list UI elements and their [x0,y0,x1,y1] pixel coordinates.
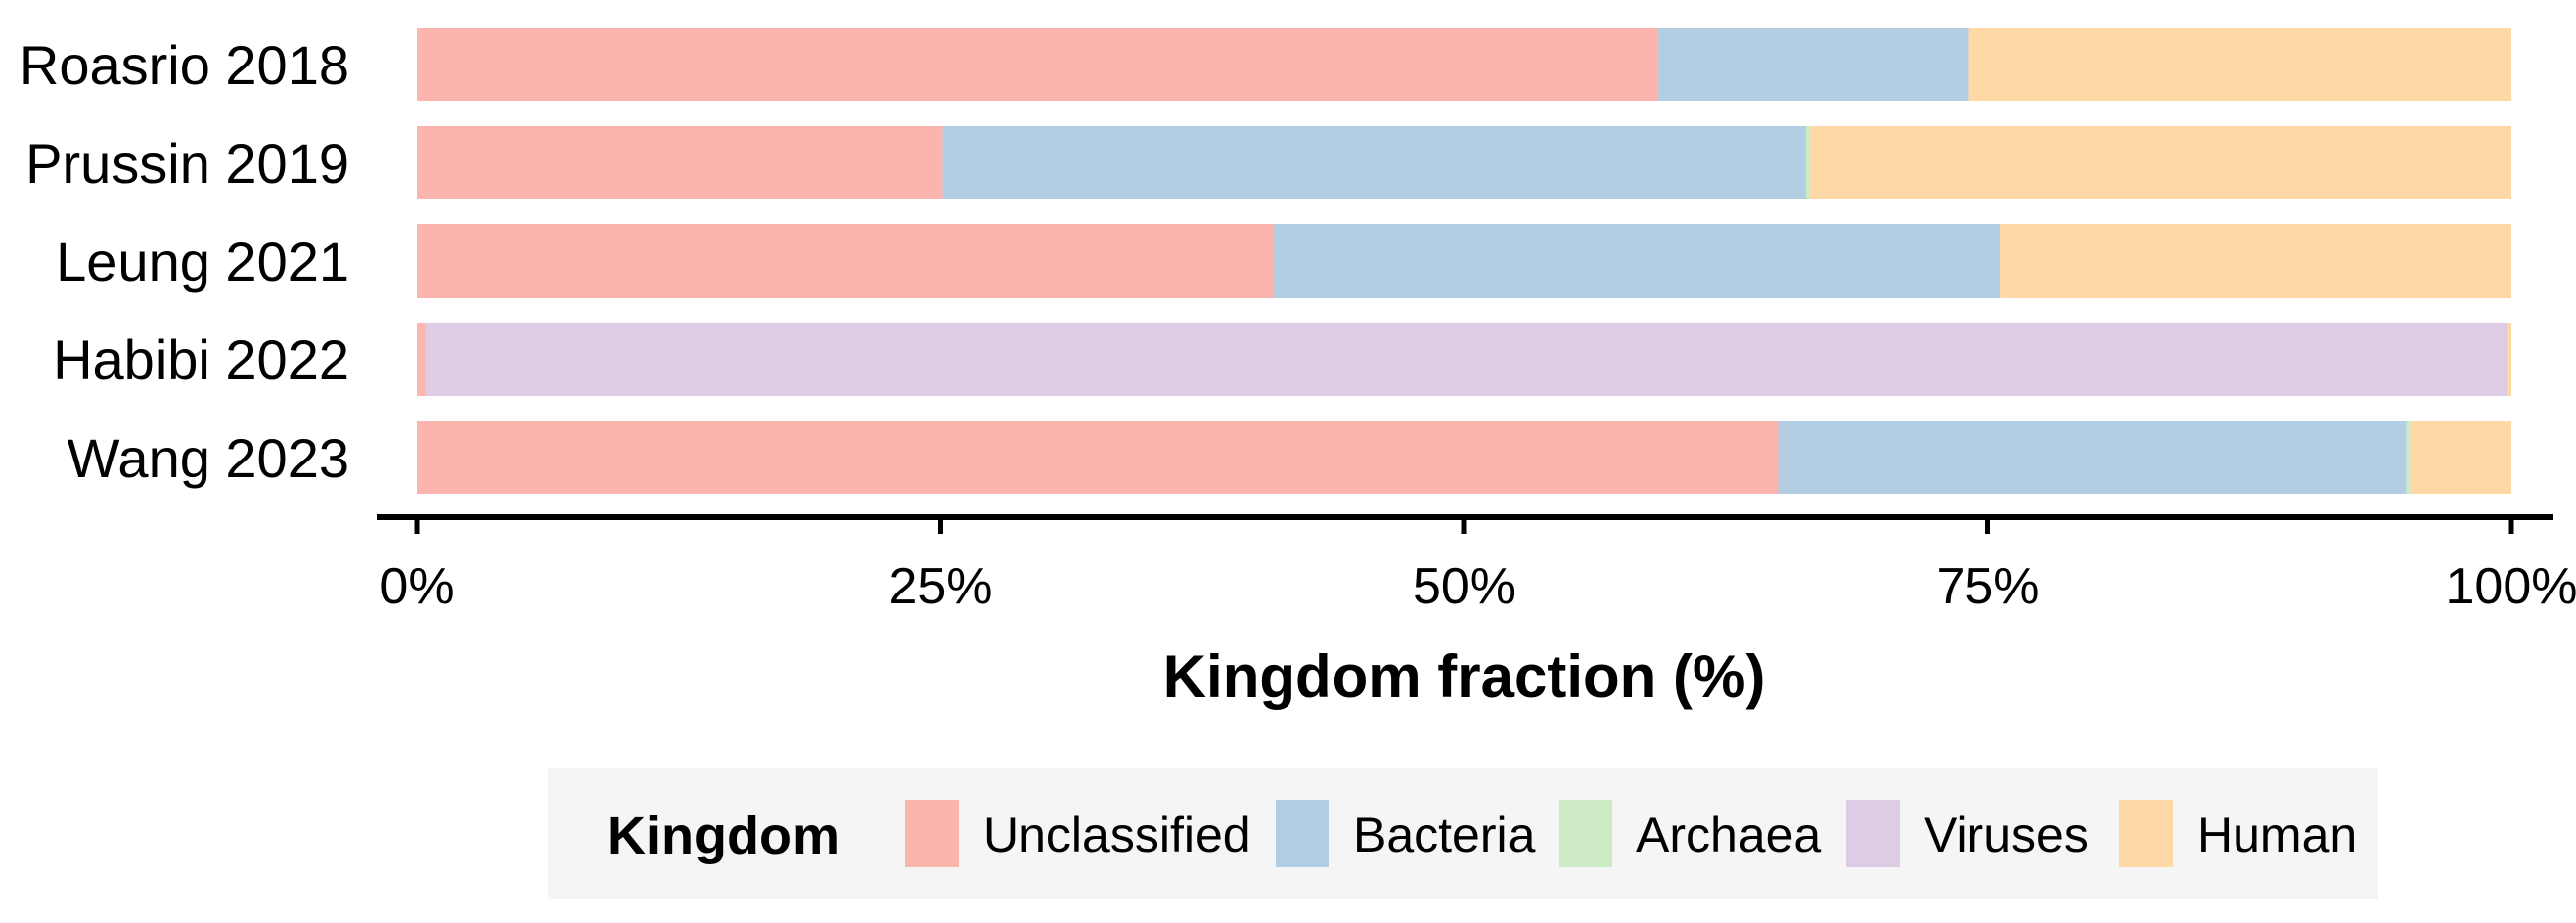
legend-swatch [905,800,959,867]
bar-segment-bacteria [1778,421,2407,494]
y-tick-label: Roasrio 2018 [19,34,349,96]
x-tick-label: 50% [1413,558,1516,615]
legend-item-viruses: Viruses [1846,800,2089,867]
x-tick-label: 0% [379,558,454,615]
bar-row-wang-2023 [417,421,2511,494]
legend-label: Bacteria [1353,807,1536,862]
legend-item-archaea: Archaea [1559,800,1821,867]
bar-segment-archaea [2406,421,2411,494]
legend-swatch [1276,800,1329,867]
y-tick-label: Leung 2021 [56,230,349,293]
bar-segment-bacteria [1273,224,2001,298]
bar-row-roasrio-2018 [417,28,2511,101]
bar-segment-viruses [425,323,2508,396]
bar-segment-unclassified [417,126,943,199]
x-tick-label: 100% [2446,558,2576,615]
bar-segment-human [2000,224,2511,298]
x-axis-title: Kingdom fraction (%) [1163,643,1766,710]
bar-segment-bacteria [942,126,1806,199]
bars-layer [417,28,2511,494]
legend-item-bacteria: Bacteria [1276,800,1536,867]
y-tick-label: Habibi 2022 [53,329,349,391]
x-tick-label: 75% [1936,558,2039,615]
legend-item-unclassified: Unclassified [905,800,1251,867]
bar-row-habibi-2022 [417,323,2511,396]
bar-segment-human [2410,421,2511,494]
bar-segment-archaea [1805,126,1811,199]
legend: Kingdom Unclassified Bacteria Archaea Virus… [548,768,2378,899]
legend-item-human: Human [2119,800,2357,867]
bar-segment-unclassified [417,421,1779,494]
legend-background [548,768,2378,899]
y-tick-label: Prussin 2019 [25,132,349,195]
bar-segment-bacteria [1657,28,1969,101]
bar-segment-human [2507,323,2511,396]
bar-segment-human [1968,28,2511,101]
y-tick-labels: Roasrio 2018 Prussin 2019 Leung 2021 Habibi… [19,34,349,489]
x-tick-label: 25% [888,558,992,615]
bar-row-leung-2021 [417,224,2511,298]
legend-label: Archaea [1636,807,1821,862]
legend-items: Unclassified Bacteria Archaea Viruses Human [905,800,2357,867]
bar-segment-unclassified [417,323,426,396]
bar-segment-human [1810,126,2511,199]
legend-swatch [1846,800,1900,867]
legend-title: Kingdom [608,806,840,865]
legend-label: Unclassified [983,807,1251,862]
legend-label: Viruses [1924,807,2089,862]
bar-segment-unclassified [417,224,1274,298]
x-ticks: 0% 25% 50% 75% 100% [379,517,2576,615]
legend-swatch [2119,800,2173,867]
legend-label: Human [2197,807,2357,862]
legend-swatch [1559,800,1612,867]
y-tick-label: Wang 2023 [68,427,349,489]
bar-segment-unclassified [417,28,1658,101]
bar-row-prussin-2019 [417,126,2511,199]
